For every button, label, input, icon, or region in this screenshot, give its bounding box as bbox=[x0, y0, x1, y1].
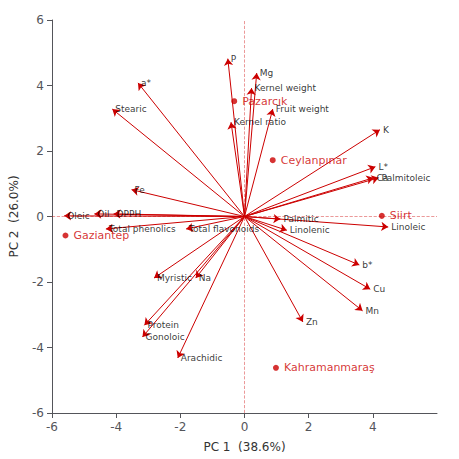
svg-text:Kahramanmaraş: Kahramanmaraş bbox=[284, 361, 375, 374]
svg-text:Fruit weight: Fruit weight bbox=[275, 104, 329, 115]
svg-text:-6: -6 bbox=[46, 420, 58, 434]
svg-text:Palmitoleic: Palmitoleic bbox=[382, 173, 431, 183]
svg-text:2: 2 bbox=[305, 420, 313, 434]
svg-text:Zn: Zn bbox=[306, 317, 318, 327]
svg-text:-6: -6 bbox=[32, 406, 44, 420]
svg-text:Palmitic: Palmitic bbox=[283, 214, 318, 224]
svg-text:Ceylanpınar: Ceylanpınar bbox=[281, 154, 347, 167]
svg-text:K: K bbox=[383, 125, 390, 135]
svg-text:PC 2 (26.0%): PC 2 (26.0%) bbox=[7, 175, 21, 257]
svg-text:Total phenolics: Total phenolics bbox=[108, 223, 176, 234]
svg-text:PC 1 (38.6%): PC 1 (38.6%) bbox=[203, 440, 285, 454]
svg-text:Cu: Cu bbox=[373, 284, 385, 294]
svg-text:Kernel weight: Kernel weight bbox=[255, 83, 317, 93]
svg-text:-4: -4 bbox=[110, 420, 122, 434]
svg-text:Myristic: Myristic bbox=[157, 273, 192, 283]
svg-text:L*: L* bbox=[378, 162, 388, 172]
svg-text:4: 4 bbox=[369, 420, 377, 434]
svg-text:P: P bbox=[231, 54, 237, 64]
svg-text:a*: a* bbox=[141, 78, 152, 88]
svg-text:Oil: Oil bbox=[97, 209, 109, 219]
svg-text:Siirt: Siirt bbox=[390, 209, 413, 222]
svg-text:-2: -2 bbox=[174, 420, 186, 434]
svg-text:0: 0 bbox=[36, 210, 44, 224]
svg-text:4: 4 bbox=[36, 79, 44, 93]
svg-text:Stearic: Stearic bbox=[115, 104, 146, 114]
svg-text:Oleic: Oleic bbox=[67, 211, 90, 221]
svg-text:Total flavonoids: Total flavonoids bbox=[188, 224, 259, 234]
svg-text:DPPH: DPPH bbox=[117, 209, 142, 219]
svg-text:Pazarcık: Pazarcık bbox=[242, 95, 288, 108]
svg-text:Mn: Mn bbox=[366, 306, 379, 316]
svg-text:Linoleic: Linoleic bbox=[391, 222, 425, 232]
svg-text:2: 2 bbox=[36, 144, 44, 158]
svg-text:b*: b* bbox=[362, 260, 373, 270]
svg-text:-2: -2 bbox=[32, 275, 44, 289]
svg-text:Arachidic: Arachidic bbox=[181, 353, 223, 363]
svg-text:Kernel ratio: Kernel ratio bbox=[234, 117, 286, 127]
svg-text:-4: -4 bbox=[32, 341, 44, 355]
svg-text:Mg: Mg bbox=[260, 68, 273, 78]
svg-text:6: 6 bbox=[36, 13, 44, 27]
svg-text:Protein: Protein bbox=[147, 320, 179, 330]
svg-text:Fe: Fe bbox=[135, 185, 146, 195]
svg-text:Na: Na bbox=[199, 273, 211, 283]
svg-text:Linolenic: Linolenic bbox=[290, 225, 330, 235]
svg-text:0: 0 bbox=[241, 420, 249, 434]
svg-text:Gonoloic: Gonoloic bbox=[145, 332, 184, 342]
svg-text:Gaziantep: Gaziantep bbox=[73, 229, 129, 242]
